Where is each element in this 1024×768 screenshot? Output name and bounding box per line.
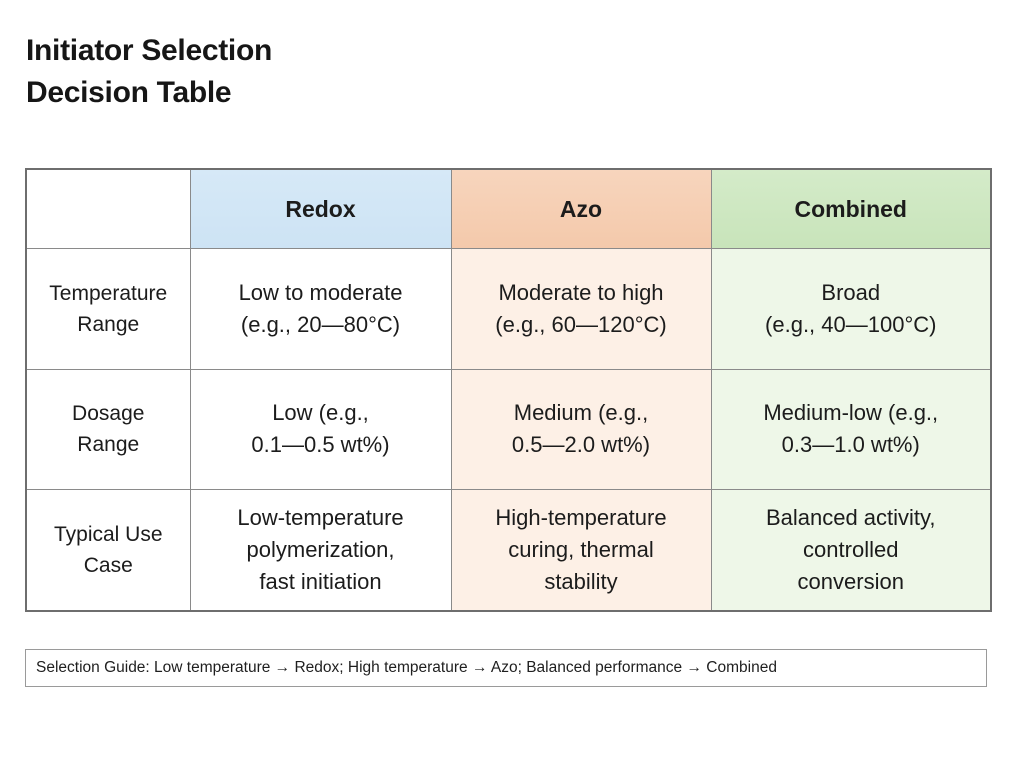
cell-line: stability xyxy=(544,569,618,595)
cell-line: 0.3—1.0 wt%) xyxy=(781,432,920,458)
row-label-line: Dosage xyxy=(72,402,145,426)
page-title-line-1: Initiator Selection xyxy=(26,34,273,67)
row-label-line: Typical Use xyxy=(53,523,163,547)
cell-combined-temperature: Broad (e.g., 40—100°C) xyxy=(710,248,992,370)
cell-line: Medium-low (e.g., xyxy=(763,400,939,426)
row-label-line: Range xyxy=(77,312,140,336)
cell-line: Broad xyxy=(821,279,881,305)
cell-line: conversion xyxy=(797,569,904,595)
selection-guide-box: Selection Guide: Low temperature → Redox… xyxy=(25,649,987,687)
cell-redox-dosage: Low (e.g., 0.1—0.5 wt%) xyxy=(189,368,452,491)
cell-line: Low (e.g., xyxy=(272,400,369,426)
cell-azo-dosage: Medium (e.g., 0.5—2.0 wt%) xyxy=(450,368,712,491)
cell-line: Medium (e.g., xyxy=(513,400,649,426)
column-header-azo: Azo xyxy=(450,168,712,249)
row-label-dosage-range: Dosage Range xyxy=(25,368,191,491)
table-row-dosage-range: Dosage Range Low (e.g., 0.1—0.5 wt%) Med… xyxy=(25,368,992,491)
cell-line: Moderate to high xyxy=(498,279,664,305)
table-row-temperature-range: Temperature Range Low to moderate (e.g.,… xyxy=(25,248,992,370)
cell-line: Low to moderate xyxy=(238,279,403,305)
cell-line: fast initiation xyxy=(259,569,382,595)
page-title: Initiator Selection Decision Table xyxy=(26,30,426,114)
cell-line: polymerization, xyxy=(246,537,395,563)
row-label-line: Temperature xyxy=(49,281,168,305)
cell-azo-temperature: Moderate to high (e.g., 60—120°C) xyxy=(450,248,712,370)
cell-line: High-temperature xyxy=(495,505,667,531)
table-row-typical-use-case: Typical Use Case Low-temperature polymer… xyxy=(25,489,992,612)
cell-redox-use-case: Low-temperature polymerization, fast ini… xyxy=(189,489,452,612)
column-header-redox: Redox xyxy=(189,168,452,249)
cell-line: 0.5—2.0 wt%) xyxy=(511,432,651,458)
cell-combined-use-case: Balanced activity, controlled conversion xyxy=(710,489,992,612)
row-label-temperature-range: Temperature Range xyxy=(25,248,191,370)
cell-combined-dosage: Medium-low (e.g., 0.3—1.0 wt%) xyxy=(710,368,992,491)
selection-guide-text: Selection Guide: Low temperature → Redox… xyxy=(36,659,777,676)
page-title-line-2: Decision Table xyxy=(26,76,232,109)
cell-line: (e.g., 60—120°C) xyxy=(495,311,667,337)
row-label-line: Case xyxy=(83,554,133,578)
table-corner-cell xyxy=(25,168,191,249)
cell-line: 0.1—0.5 wt%) xyxy=(251,432,390,458)
cell-line: Balanced activity, xyxy=(765,505,936,531)
cell-line: (e.g., 20—80°C) xyxy=(240,311,401,337)
cell-line: Low-temperature xyxy=(237,505,404,531)
decision-table: Redox Azo Combined Temperature Range Low… xyxy=(25,168,992,612)
cell-line: (e.g., 40—100°C) xyxy=(765,311,937,337)
row-label-typical-use-case: Typical Use Case xyxy=(25,489,191,612)
table-header-row: Redox Azo Combined xyxy=(25,168,992,249)
cell-azo-use-case: High-temperature curing, thermal stabili… xyxy=(450,489,712,612)
cell-redox-temperature: Low to moderate (e.g., 20—80°C) xyxy=(189,248,452,370)
row-label-line: Range xyxy=(77,433,140,457)
cell-line: controlled xyxy=(803,537,899,563)
cell-line: curing, thermal xyxy=(508,537,654,563)
column-header-combined: Combined xyxy=(710,168,992,249)
